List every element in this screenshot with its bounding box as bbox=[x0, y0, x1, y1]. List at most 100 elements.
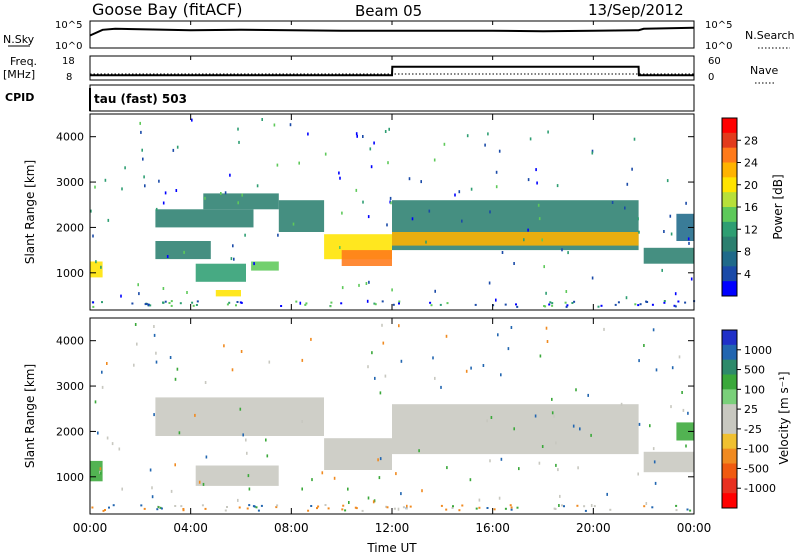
speckle bbox=[690, 277, 693, 281]
speckle bbox=[536, 181, 538, 185]
speckle bbox=[91, 506, 94, 509]
velocity-noise-speckles bbox=[91, 323, 692, 512]
colorbar-cell bbox=[722, 118, 737, 134]
speckle bbox=[510, 506, 513, 509]
cpid-label: CPID bbox=[5, 91, 34, 104]
speckle bbox=[164, 191, 167, 195]
speckle bbox=[549, 301, 552, 304]
speckle bbox=[606, 492, 608, 496]
speckle bbox=[92, 234, 94, 238]
scatter-region bbox=[215, 290, 241, 297]
colorbar-cell bbox=[722, 177, 737, 193]
colorbar-cell bbox=[722, 478, 737, 494]
speckle bbox=[384, 374, 387, 378]
speckle bbox=[617, 301, 620, 304]
beam-title: Beam 05 bbox=[355, 2, 422, 20]
speckle bbox=[649, 424, 651, 428]
speckle bbox=[566, 304, 569, 307]
power-ylabel: Slant Range [km] bbox=[23, 160, 37, 264]
speckle bbox=[579, 427, 581, 431]
speckle bbox=[196, 300, 199, 303]
speckle bbox=[541, 445, 544, 448]
speckle bbox=[675, 509, 678, 512]
x-tick-label: 08:00 bbox=[274, 521, 309, 535]
speckle bbox=[240, 301, 243, 304]
colorbar-cell bbox=[722, 266, 737, 282]
speckle bbox=[310, 505, 313, 507]
speckle bbox=[175, 189, 178, 192]
colorbar-tick-label: 12 bbox=[744, 223, 758, 236]
speckle bbox=[170, 300, 173, 303]
colorbar-cell bbox=[722, 221, 737, 238]
speckle bbox=[118, 447, 121, 451]
speckle bbox=[534, 414, 537, 418]
scatter-region bbox=[155, 209, 254, 228]
speckle bbox=[159, 506, 162, 509]
power-scatter-regions bbox=[90, 193, 694, 297]
speckle bbox=[624, 206, 626, 210]
speckle bbox=[489, 459, 491, 463]
speckle bbox=[191, 301, 194, 304]
scatter-region bbox=[676, 213, 694, 241]
speckle bbox=[366, 299, 369, 303]
speckle bbox=[685, 201, 687, 205]
speckle bbox=[367, 215, 370, 219]
speckle bbox=[537, 203, 540, 207]
colorbar-tick-label: 24 bbox=[744, 157, 758, 170]
velocity-scatter-regions bbox=[90, 397, 694, 486]
speckle bbox=[400, 492, 402, 496]
speckle bbox=[265, 438, 267, 442]
colorbar-tick-label: -500 bbox=[744, 462, 769, 475]
speckle bbox=[256, 184, 259, 188]
speckle bbox=[151, 495, 154, 499]
speckle bbox=[661, 268, 663, 272]
x-tick-label: 12:00 bbox=[375, 521, 410, 535]
speckle bbox=[420, 180, 422, 184]
speckle bbox=[121, 187, 123, 191]
speckle bbox=[324, 504, 327, 506]
speckle bbox=[408, 177, 411, 181]
speckle bbox=[149, 468, 152, 472]
speckle bbox=[591, 276, 594, 280]
speckle bbox=[340, 302, 343, 305]
speckle bbox=[374, 303, 377, 306]
speckle bbox=[395, 472, 397, 476]
colorbar-tick-label: -1000 bbox=[744, 482, 776, 495]
x-tick-label: 00:00 bbox=[73, 521, 108, 535]
speckle bbox=[338, 171, 340, 175]
speckle bbox=[677, 300, 680, 303]
speckle bbox=[266, 454, 269, 458]
speckle bbox=[372, 500, 375, 504]
speckle bbox=[516, 506, 519, 509]
speckle bbox=[458, 509, 461, 512]
nave-tick-top: 60 bbox=[708, 56, 721, 67]
speckle bbox=[95, 260, 97, 264]
speckle bbox=[572, 424, 575, 428]
speckle bbox=[446, 302, 449, 305]
speckle bbox=[226, 303, 229, 306]
speckle bbox=[439, 303, 442, 306]
speckle bbox=[344, 509, 347, 512]
velocity-colorbar-label: Velocity [m s⁻¹] bbox=[777, 371, 791, 464]
scatter-region bbox=[195, 263, 246, 282]
speckle bbox=[673, 304, 676, 307]
speckle bbox=[670, 405, 672, 409]
speckle bbox=[389, 196, 392, 200]
speckle bbox=[497, 333, 499, 337]
speckle bbox=[387, 161, 389, 165]
speckle bbox=[495, 170, 498, 174]
speckle bbox=[248, 504, 251, 507]
speckle bbox=[451, 507, 454, 509]
scatter-region bbox=[676, 422, 694, 441]
power-colorbar-label: Power [dB] bbox=[771, 174, 785, 239]
speckle bbox=[625, 296, 628, 300]
scatter-region bbox=[324, 438, 392, 470]
speckle bbox=[638, 230, 640, 234]
colorbar-cell bbox=[722, 147, 737, 163]
speckle bbox=[355, 132, 358, 136]
speckle bbox=[557, 468, 559, 472]
speckle bbox=[121, 487, 123, 491]
speckle bbox=[195, 304, 198, 306]
speckle bbox=[516, 305, 519, 308]
